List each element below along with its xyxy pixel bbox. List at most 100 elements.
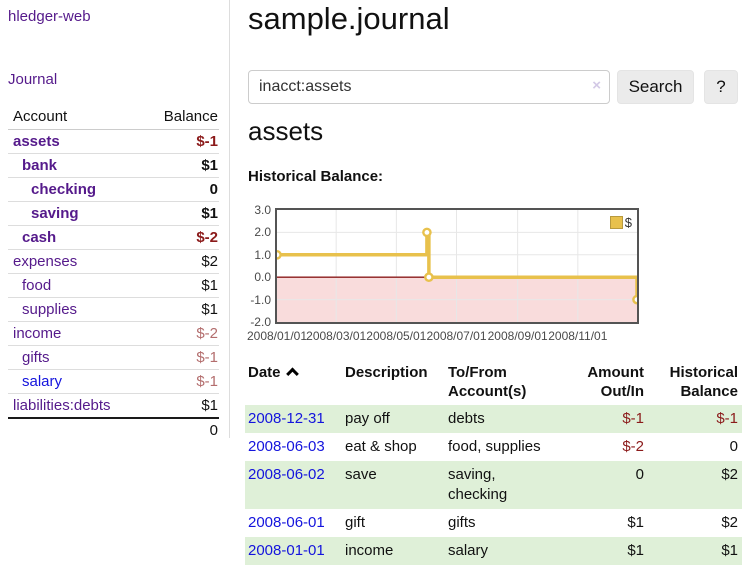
transaction-amount: 0 xyxy=(566,461,648,509)
transaction-balance: $2 xyxy=(721,514,738,531)
account-link-food[interactable]: food xyxy=(22,277,52,294)
x-axis-label: 2008/11/01 xyxy=(548,329,608,343)
account-row: supplies $1 xyxy=(8,297,219,322)
y-axis-label: -2.0 xyxy=(250,315,271,329)
search-input[interactable] xyxy=(248,70,610,104)
transaction-date-link[interactable]: 2008-12-31 xyxy=(248,410,325,427)
page-title: sample.journal xyxy=(248,1,450,36)
account-row: checking 0 xyxy=(8,177,219,202)
account-row: expenses $2 xyxy=(8,249,219,274)
y-axis-label: 3.0 xyxy=(254,203,271,217)
register-row: 2008-06-03 eat & shop food, supplies $-2 0 xyxy=(245,433,742,461)
chart-plot-area: $ xyxy=(275,208,639,324)
transaction-accounts: gifts xyxy=(448,514,476,531)
account-balance: $1 xyxy=(140,273,219,298)
transaction-description: income xyxy=(342,537,445,565)
data-point-marker xyxy=(424,272,434,282)
account-link-saving[interactable]: saving xyxy=(31,205,79,222)
transaction-balance: $2 xyxy=(648,461,742,509)
transaction-balance: $-1 xyxy=(648,405,742,433)
transaction-accounts: saving, checking xyxy=(445,461,566,509)
transaction-amount: $1 xyxy=(566,537,648,565)
transaction-description: eat & shop xyxy=(345,438,417,455)
account-link-salary[interactable]: salary xyxy=(22,373,63,390)
register-col-date[interactable]: Date xyxy=(245,361,342,405)
data-point-marker xyxy=(277,250,282,260)
account-balance: $-2 xyxy=(140,321,219,346)
chart-legend: $ xyxy=(607,214,634,231)
register-table: Date Description To/From Account(s) Amou… xyxy=(245,361,742,565)
account-row: bank $1 xyxy=(8,153,219,178)
transaction-date-link[interactable]: 2008-06-02 xyxy=(248,466,325,483)
legend-label: $ xyxy=(624,215,632,230)
account-link-supplies[interactable]: supplies xyxy=(22,301,78,318)
search-button[interactable]: Search xyxy=(617,70,694,104)
account-row: income $-2 xyxy=(8,321,219,346)
transaction-balance: $1 xyxy=(648,537,742,565)
account-row: assets $-1 xyxy=(8,129,219,154)
transaction-date-link[interactable]: 2008-06-01 xyxy=(248,514,325,531)
transaction-description: pay off xyxy=(342,405,445,433)
account-link-checking[interactable]: checking xyxy=(31,181,97,198)
x-axis-label: 2008/05/01 xyxy=(366,329,427,343)
account-link-bank[interactable]: bank xyxy=(22,157,58,174)
y-axis-label: 2.0 xyxy=(254,225,271,240)
account-row: liabilities:debts $1 xyxy=(8,393,219,419)
register-col-description: Description xyxy=(345,364,428,381)
account-row: salary $-1 xyxy=(8,369,219,394)
account-balance: $-2 xyxy=(140,225,219,250)
data-point-marker xyxy=(632,294,637,305)
register-row: 2008-12-31 pay off debts $-1 $-1 xyxy=(245,405,742,433)
register-row: 2008-06-01 gift gifts $1 $2 xyxy=(245,509,742,537)
account-balance: $2 xyxy=(140,249,219,274)
register-header-row: Date Description To/From Account(s) Amou… xyxy=(245,361,742,405)
account-row: gifts $-1 xyxy=(8,345,219,370)
search-input-wrap: × xyxy=(248,70,610,104)
account-balance: $-1 xyxy=(140,345,219,370)
transaction-accounts: debts xyxy=(445,405,566,433)
x-axis-label: 2008/09/01 xyxy=(487,329,548,343)
transaction-accounts: food, supplies xyxy=(448,438,541,455)
account-row: food $1 xyxy=(8,273,219,298)
brand-link[interactable]: hledger-web xyxy=(8,8,91,25)
main-content: sample.journal × Search ? assets Histori… xyxy=(245,0,742,582)
account-balance: $1 xyxy=(140,201,219,226)
account-link-assets[interactable]: assets xyxy=(13,133,60,150)
account-balance: $-1 xyxy=(140,369,219,394)
register-row: 2008-01-01 income salary $1 $1 xyxy=(245,537,742,565)
x-axis-label: 2008/01/01 xyxy=(246,329,308,343)
transaction-accounts: salary xyxy=(445,537,566,565)
sort-ascending-icon xyxy=(285,367,299,381)
transaction-date-link[interactable]: 2008-01-01 xyxy=(248,542,325,559)
account-balance: $-1 xyxy=(140,129,219,154)
register-col-accounts: To/From Account(s) xyxy=(448,364,527,400)
help-button[interactable]: ? xyxy=(704,70,738,104)
transaction-amount: $-1 xyxy=(566,405,648,433)
account-heading: assets xyxy=(248,116,324,146)
search-form: × Search ? xyxy=(248,70,742,104)
accounts-col-balance: Balance xyxy=(140,106,219,130)
transaction-amount: $-2 xyxy=(622,438,644,455)
account-link-gifts[interactable]: gifts xyxy=(22,349,50,366)
data-point-marker xyxy=(422,227,432,238)
transaction-date-link[interactable]: 2008-06-03 xyxy=(248,438,325,455)
transaction-description: save xyxy=(342,461,445,509)
accounts-header-row: Account Balance xyxy=(8,106,219,130)
sidebar-item-journal[interactable]: Journal xyxy=(8,71,58,88)
account-link-expenses[interactable]: expenses xyxy=(13,253,78,270)
register-row: 2008-06-02 save saving, checking 0 $2 xyxy=(245,461,742,509)
account-row: cash $-2 xyxy=(8,225,219,250)
transaction-description: gift xyxy=(345,514,366,531)
register-col-balance: Historical Balance xyxy=(669,364,738,400)
chart-canvas xyxy=(277,210,637,322)
register-col-amount: Amount Out/In xyxy=(587,364,644,400)
account-link-cash[interactable]: cash xyxy=(22,229,57,246)
account-link-liabilities-debts[interactable]: liabilities:debts xyxy=(13,397,111,414)
accounts-total-balance: 0 xyxy=(140,417,219,442)
accounts-col-account: Account xyxy=(8,106,141,130)
sidebar: hledger-web Journal Account Balance asse… xyxy=(0,0,230,442)
chart-title: Historical Balance: xyxy=(248,168,384,185)
legend-swatch xyxy=(609,216,623,229)
account-link-income[interactable]: income xyxy=(13,325,62,342)
clear-search-icon[interactable]: × xyxy=(592,77,601,94)
